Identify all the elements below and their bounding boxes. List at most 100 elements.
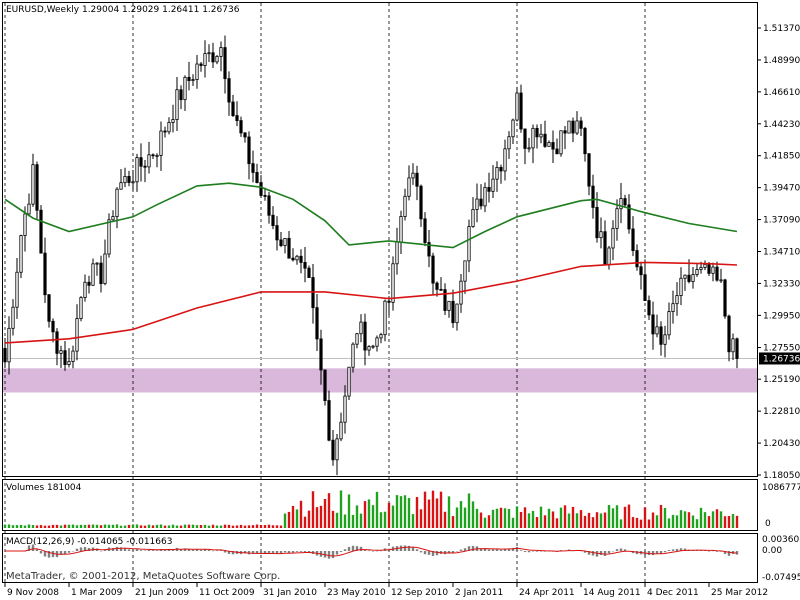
time-axis: 9 Nov 2008 1 Mar 2009 21 Jun 2009 11 Oct 20… [4,583,768,598]
candle-body [455,303,459,324]
candle-body [259,182,263,196]
volume-bar [211,524,215,528]
macd-bar [211,550,215,552]
candle-body [287,237,291,259]
candle-body [511,119,515,138]
volume-bar [95,524,99,528]
candle-body [59,350,63,354]
volume-bar [675,515,679,528]
candle-body [195,63,199,80]
volume-bar [199,525,203,528]
volume-bar [611,508,615,528]
volume-bar [467,493,471,528]
candle-body [7,327,11,363]
macd-bar [183,548,187,551]
volume-bar [527,513,531,528]
macd-bar [87,548,91,551]
volume-bar [459,501,463,528]
macd-bar [151,550,155,551]
volume-bar [431,490,435,528]
candle-body [163,130,167,133]
candle-body [315,307,319,340]
candle-body [267,195,271,216]
macd-bar [415,549,419,551]
time-tick-label: 2 Jan 2011 [455,588,503,598]
candle-body [503,148,507,172]
macd-bar [223,551,227,553]
candle-body [519,92,523,130]
candle-body [135,157,139,183]
macd-bar [495,549,499,551]
candle-body [439,288,443,291]
candle-body [643,274,647,301]
candle-body [663,334,667,345]
candle-body [343,395,347,423]
candle-body [675,295,679,305]
candle-body [631,228,635,251]
volume-bar [323,498,327,528]
volume-bar [687,512,691,528]
macd-bar [263,551,267,554]
volume-bar [455,507,459,528]
volume-bar [395,495,399,528]
macd-bar [683,548,687,551]
candle-body [603,231,607,265]
candle-body [19,235,23,273]
volume-bar [451,516,455,528]
price-tick-label: 1.32330 [763,279,800,289]
candle-body [107,219,111,255]
price-tick-label: 1.37090 [763,216,800,226]
candle-body [263,195,267,197]
volume-bar [483,517,487,528]
volume-bar [523,507,527,528]
volume-bar [155,524,159,528]
candle-body [123,175,127,184]
macd-bar [659,551,663,554]
volume-bar [391,505,395,528]
volume-bar [487,515,491,528]
candle-body [655,326,659,335]
macd-bar [423,551,427,555]
volume-bar [59,525,63,528]
volume-bar [383,511,387,528]
macd-bar [595,551,599,557]
volume-bar [11,525,15,528]
volume-bar [399,496,403,528]
price-tick-label: 1.39470 [763,184,800,194]
volume-bar [351,514,355,528]
volume-bar [551,511,555,528]
candle-body [587,153,591,187]
volume-bar [319,505,323,528]
macd-bar [195,549,199,551]
volume-bar [51,524,55,528]
volume-bar [651,512,655,528]
macd-top-label: 0.00360 [762,535,799,545]
macd-bar [147,549,151,551]
macd-bar [403,545,407,551]
candle-body [239,120,243,134]
candle-body [423,218,427,243]
macd-bar [75,548,79,551]
macd-bar [363,550,367,551]
candle-body [119,182,123,190]
macd-bar [83,547,87,551]
volume-bar [543,515,547,528]
candle-body [711,266,715,274]
volume-bar [71,524,75,528]
macd-bar [463,548,467,551]
macd-bar [135,548,139,551]
candle-body [99,262,103,284]
macd-bar [523,551,527,553]
time-tick-label: 23 May 2010 [327,588,386,598]
volume-bar [363,501,367,528]
candle-body [571,120,575,134]
macd-bar [375,550,379,552]
volume-bar [655,515,659,528]
candle-body [415,172,419,187]
volume-bar [303,516,307,528]
volume-bar [23,525,27,528]
volume-bar [91,524,95,528]
candle-body [515,92,519,121]
macd-bar [99,550,103,552]
